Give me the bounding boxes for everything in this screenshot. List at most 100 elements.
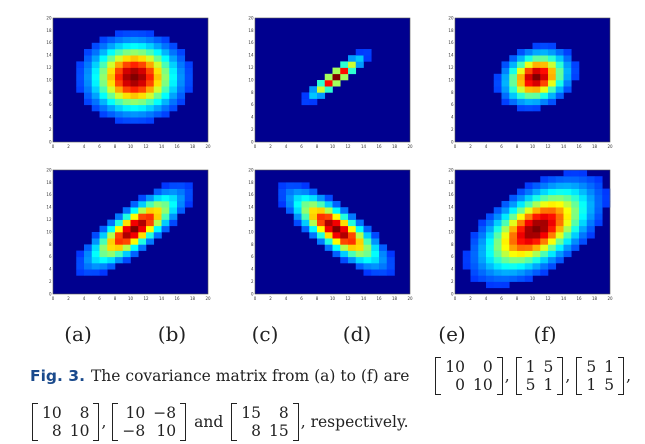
heatmap-cell (478, 219, 487, 227)
heatmap-cell (130, 219, 139, 227)
heatmap-cell (115, 67, 124, 75)
x-tick-label: 14 (561, 296, 567, 301)
heatmap-cell (169, 73, 178, 81)
heatmap-cell (184, 194, 193, 202)
heatmap-cell (332, 73, 341, 81)
heatmap-cell (548, 182, 557, 189)
heatmap-cell (99, 263, 108, 270)
heatmap-cell (107, 250, 116, 258)
x-tick-label: 10 (128, 144, 134, 149)
caption-line-2: 10 8 8 10, 10 −8 −8 10 and 15 8 8 15 , respective… (30, 400, 635, 444)
heatmap-cell (293, 207, 302, 214)
heatmap-cell (470, 275, 479, 282)
heatmap-cell (122, 207, 131, 214)
heatmap-cell (130, 250, 139, 258)
heatmap-cell (548, 86, 557, 93)
x-tick-label: 4 (285, 144, 288, 149)
heatmap-cell (107, 42, 116, 50)
heatmap-cell (462, 263, 471, 270)
heatmap-cell (486, 263, 495, 270)
heatmap-cell (486, 225, 495, 233)
heatmap-cell (324, 207, 333, 214)
heatmap-cell (563, 182, 572, 189)
heatmap-cell (563, 213, 572, 220)
heatmap-cell (540, 80, 549, 87)
heatmap-cell (555, 244, 564, 251)
heatmap-cell (571, 213, 580, 220)
y-tick-label: 4 (251, 115, 254, 120)
heatmap-cell (293, 201, 302, 208)
heatmap-cell (524, 73, 533, 81)
heatmap-cell (532, 263, 541, 270)
heatmap-cell (594, 207, 603, 214)
heatmap-cell (161, 92, 170, 99)
heatmap-cell (130, 67, 139, 75)
heatmap-cell (146, 225, 155, 233)
heatmap-cell (501, 275, 510, 282)
heatmap-cell (146, 207, 155, 214)
heatmap-cell (332, 80, 341, 87)
heatmap-cell (355, 263, 364, 270)
y-tick-label: 14 (46, 53, 52, 58)
heatmap-cell (501, 73, 510, 81)
heatmap-cell (524, 86, 533, 93)
heatmap-cell (493, 256, 502, 264)
y-tick-label: 4 (49, 115, 52, 120)
heatmap-cell (371, 238, 380, 245)
heatmap-cell (138, 73, 147, 81)
heatmap-cell (517, 232, 526, 239)
heatmap-cell (91, 67, 100, 75)
heatmap-cell (348, 61, 357, 68)
heatmap-cell (563, 176, 572, 183)
heatmap-cell (130, 111, 139, 118)
heatmap-cell (99, 225, 108, 233)
x-tick-label: 14 (561, 144, 567, 149)
heatmap-cell (555, 232, 564, 239)
heatmap-cell (509, 256, 518, 264)
heatmap-cell (540, 244, 549, 251)
heatmap-cell (91, 250, 100, 258)
heatmap-cell (99, 61, 108, 68)
heatmap-cell (84, 80, 93, 87)
sublabel-d: (d) (342, 322, 372, 346)
heatmap-cell (571, 67, 580, 75)
heatmap-cell (169, 92, 178, 99)
heatmap-cell (161, 207, 170, 214)
heatmap-cell (555, 213, 564, 220)
heatmap-cell (161, 225, 170, 233)
figure-number: Fig. 3. (30, 367, 85, 385)
heatmap-cell (501, 250, 510, 258)
heatmap-cell (138, 117, 147, 124)
heatmap-cell (517, 49, 526, 56)
heatmap-cell (363, 269, 372, 276)
heatmap-cell (138, 225, 147, 233)
heatmap-cell (586, 182, 595, 189)
heatmap-cell (540, 238, 549, 245)
heatmap-cell (122, 104, 131, 112)
heatmap-cell (107, 263, 116, 270)
heatmap-cell (340, 256, 349, 264)
heatmap-cell (501, 225, 510, 233)
heatmap-cell (524, 182, 533, 189)
heatmap-cell (555, 80, 564, 87)
heatmap-cell (146, 73, 155, 81)
x-tick-label: 14 (159, 144, 165, 149)
heatmap-cell (301, 225, 310, 233)
heatmap-cell (470, 263, 479, 270)
heatmap-cell (348, 225, 357, 233)
heatmap-cell (177, 67, 186, 75)
heatmap-cell (555, 188, 564, 196)
heatmap-cell (594, 213, 603, 220)
y-tick-label: 6 (49, 254, 52, 259)
heatmap-cell (161, 80, 170, 87)
heatmap-cell (555, 182, 564, 189)
heatmap-cell (493, 73, 502, 81)
heatmap-cell (169, 42, 178, 50)
heatmap-cell (493, 250, 502, 258)
heatmap-cell (138, 207, 147, 214)
heatmap-cell (301, 92, 310, 99)
y-tick-label: 8 (49, 242, 52, 247)
heatmap-cell (286, 188, 295, 196)
x-tick-label: 12 (345, 296, 351, 301)
heatmap-cell (571, 225, 580, 233)
